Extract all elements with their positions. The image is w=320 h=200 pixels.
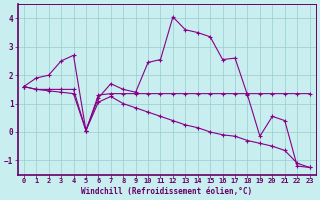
X-axis label: Windchill (Refroidissement éolien,°C): Windchill (Refroidissement éolien,°C) <box>81 187 252 196</box>
